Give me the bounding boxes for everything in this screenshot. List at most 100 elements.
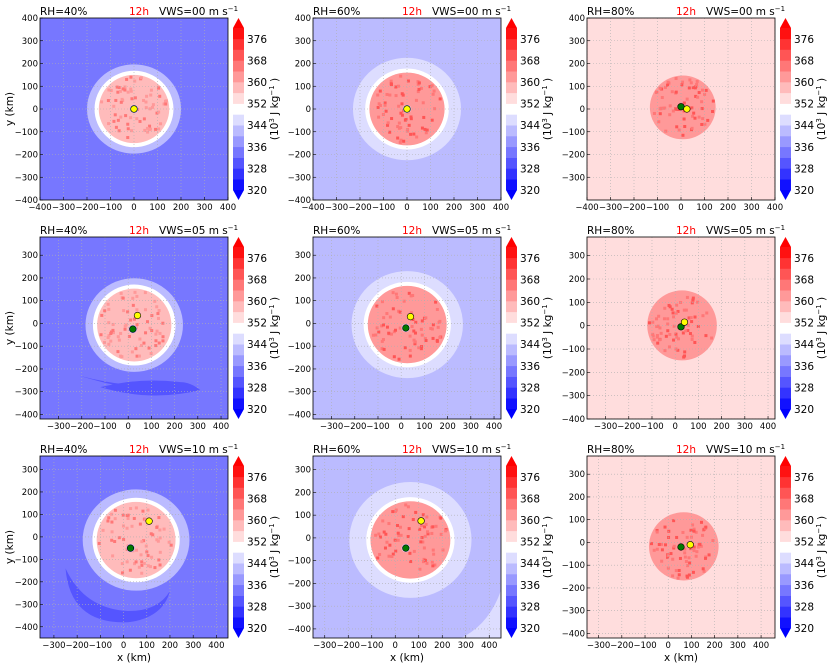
x-tick-label: 100 xyxy=(149,203,165,213)
colorbar-band xyxy=(233,606,244,618)
colorbar-band xyxy=(233,268,244,280)
colorbar-tick-label: 328 xyxy=(794,163,814,175)
colorbar-label: (103 J kg−1 ) xyxy=(541,78,554,140)
colorbar-band xyxy=(780,606,791,618)
convective-cell xyxy=(710,336,714,340)
colorbar-band xyxy=(233,157,244,169)
convective-cell xyxy=(110,512,114,516)
colorbar-band xyxy=(233,103,244,115)
colorbar-tick-label: 360 xyxy=(794,77,814,89)
y-tick-label: 0 xyxy=(580,105,585,115)
convective-cell xyxy=(701,533,705,537)
convective-cell xyxy=(377,532,381,536)
colorbar-tick-label: 376 xyxy=(247,253,267,265)
convective-cell xyxy=(409,115,413,119)
convective-cell xyxy=(144,518,148,522)
y-tick-label: −200 xyxy=(562,368,585,378)
convective-cell xyxy=(142,98,146,102)
x-tick-label: 0 xyxy=(666,641,671,651)
colorbar-tick-label: 336 xyxy=(247,142,267,154)
convective-cell xyxy=(137,354,141,358)
colorbar-tick-label: 328 xyxy=(520,382,540,394)
convective-cell xyxy=(146,564,150,568)
convective-cell xyxy=(423,525,427,529)
convective-cell xyxy=(109,339,113,343)
y-tick-label: 300 xyxy=(295,251,311,261)
convective-cell xyxy=(148,107,152,111)
convective-cell xyxy=(660,96,664,100)
y-axis-label: y (km) xyxy=(4,92,16,126)
yellow-center-marker xyxy=(130,105,138,113)
convective-cell xyxy=(148,127,152,131)
rh-label: RH=80% xyxy=(587,225,634,237)
convective-cell xyxy=(119,100,123,104)
colorbar-band xyxy=(780,595,791,607)
x-tick-label: −300 xyxy=(587,641,610,651)
colorbar-band xyxy=(780,268,791,280)
colorbar-band xyxy=(780,301,791,313)
convective-cell xyxy=(115,85,119,89)
convective-cell xyxy=(409,311,413,315)
convective-cell xyxy=(436,325,440,329)
colorbar-band xyxy=(506,103,517,115)
panel-2-2: −300 −200 −100 0 100 200 300 400−400−300−200−10… xyxy=(562,443,828,664)
vws-exponent: −1 xyxy=(501,224,511,232)
colorbar-tick-label: 368 xyxy=(247,274,267,286)
convective-cell xyxy=(156,316,160,320)
convective-cell xyxy=(692,549,696,553)
colorbar-tick-label: 352 xyxy=(520,318,540,330)
convective-cell xyxy=(138,119,142,123)
colorbar-band xyxy=(780,487,791,499)
convective-cell xyxy=(408,354,412,358)
convective-cell xyxy=(409,117,413,121)
convective-cell xyxy=(155,111,159,115)
convective-cell xyxy=(439,516,443,520)
convective-cell xyxy=(142,341,146,345)
colorbar-tick-label: 360 xyxy=(794,515,814,527)
rh-label: RH=80% xyxy=(587,6,634,18)
convective-cell xyxy=(129,75,133,79)
colorbar-band xyxy=(233,398,244,410)
colorbar-label-part: ) xyxy=(816,78,828,85)
colorbar-label-part: J kg xyxy=(269,315,281,338)
convective-cell xyxy=(398,525,402,529)
colorbar-tick-label: 320 xyxy=(247,623,267,635)
convective-cell xyxy=(120,97,124,101)
axes-frame xyxy=(312,236,502,420)
x-tick-label: 100 xyxy=(422,203,438,213)
x-tick-label: 0 xyxy=(678,203,683,213)
convective-cell xyxy=(666,322,670,326)
colorbar-band xyxy=(780,574,791,586)
convective-cell xyxy=(692,545,696,549)
panel-2-0: −300 −200 −100 0 100 200 300 400−400−300−200−10… xyxy=(4,443,281,664)
convective-cell xyxy=(158,563,162,567)
colorbar-band xyxy=(780,322,791,334)
convective-cell xyxy=(389,79,393,83)
convective-cell xyxy=(120,562,124,566)
convective-cell xyxy=(375,326,379,330)
convective-cell xyxy=(117,338,121,342)
convective-cell xyxy=(141,509,145,513)
x-tick-label: 200 xyxy=(173,203,189,213)
convective-cell xyxy=(381,519,385,523)
convective-cell xyxy=(142,561,146,565)
colorbar-band xyxy=(233,146,244,158)
convective-cell xyxy=(676,576,680,580)
convective-cell xyxy=(687,86,691,90)
colorbar-label-exponent: 3 xyxy=(815,118,823,122)
x-tick-label: −400 xyxy=(28,203,51,213)
convective-cell xyxy=(107,516,111,520)
convective-cell xyxy=(129,89,133,93)
convective-cell xyxy=(374,333,378,337)
colorbar-label-exponent: 3 xyxy=(815,556,823,560)
convective-cell xyxy=(395,296,399,300)
convective-cell xyxy=(113,540,117,544)
colorbar-band xyxy=(506,387,517,399)
colorbar-band xyxy=(780,466,791,478)
colorbar-band xyxy=(780,365,791,377)
convective-cell xyxy=(385,540,389,544)
convective-cell xyxy=(377,115,381,119)
convective-cell xyxy=(698,542,702,546)
x-tick-label: −300 xyxy=(52,203,75,213)
convective-cell xyxy=(122,538,126,542)
